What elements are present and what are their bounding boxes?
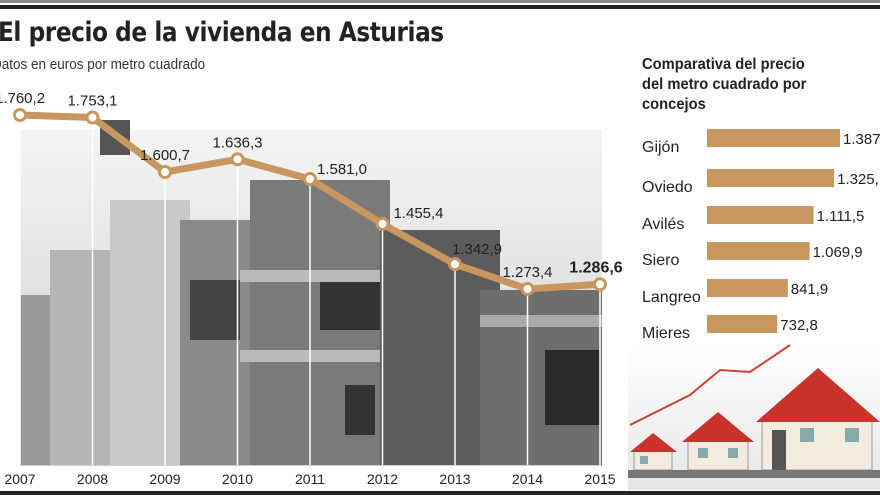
bar: [707, 242, 810, 260]
bar-value-label: 841,9: [791, 281, 829, 298]
comparison-title: Comparativa del precio del metro cuadrad…: [642, 56, 807, 113]
x-tick-label: 2007: [4, 471, 35, 487]
data-label: 1.342,9: [452, 241, 502, 258]
bar-value-label: 1.069,9: [813, 244, 863, 261]
data-point: [520, 281, 535, 296]
data-label: 1.286,6: [569, 259, 622, 276]
x-tick-label: 2013: [439, 471, 470, 487]
data-point: [158, 165, 172, 180]
bar-value-label: 1.325,: [837, 171, 879, 188]
bar-value-label: 1.387: [843, 131, 880, 148]
bottom-rule: [0, 491, 880, 495]
data-point: [448, 257, 462, 272]
x-tick-label: 2012: [367, 471, 398, 487]
bar-value-label: 1.111,5: [817, 208, 865, 225]
data-label: 1.581,0: [317, 161, 367, 178]
data-point: [375, 216, 390, 231]
bar-category-label: Gijón: [642, 139, 679, 156]
bar-category-label: Avilés: [642, 216, 684, 233]
data-point: [593, 277, 607, 292]
data-label: 1.600,7: [140, 147, 190, 164]
x-tick-label: 2011: [295, 471, 325, 487]
bar: [707, 129, 841, 147]
x-tick-label: 2015: [584, 471, 615, 487]
bar-category-label: Siero: [642, 252, 679, 269]
top-rule: [0, 0, 880, 3]
data-point: [85, 110, 100, 125]
bar-category-label: Mieres: [642, 325, 690, 342]
houses-illustration: [628, 344, 880, 490]
top-rule-thick: [0, 5, 880, 9]
bar: [707, 315, 778, 333]
data-label: 1.753,1: [67, 93, 117, 110]
x-tick-label: 2009: [149, 471, 180, 487]
bar: [707, 206, 814, 224]
bar: [707, 169, 835, 187]
x-tick-label: 2010: [222, 471, 253, 487]
data-point: [13, 108, 27, 122]
x-tick-label: 2008: [77, 471, 108, 487]
data-label: 1.636,3: [212, 134, 262, 151]
bar-category-label: Oviedo: [642, 179, 693, 196]
bar: [707, 279, 788, 297]
data-point: [230, 152, 245, 167]
data-label: 1.455,4: [393, 205, 443, 222]
bar-category-label: Langreo: [642, 289, 701, 306]
data-point: [303, 172, 317, 187]
x-tick-label: 2014: [512, 471, 543, 487]
data-label: 1.273,4: [502, 264, 552, 281]
bar-value-label: 732,8: [780, 317, 818, 334]
building-photo: [20, 120, 602, 466]
data-label: 1.760,2: [0, 90, 45, 107]
chart-subtitle: Datos en euros por metro cuadrado: [0, 56, 206, 73]
chart-title: El precio de la vivienda en Asturias: [0, 17, 444, 48]
